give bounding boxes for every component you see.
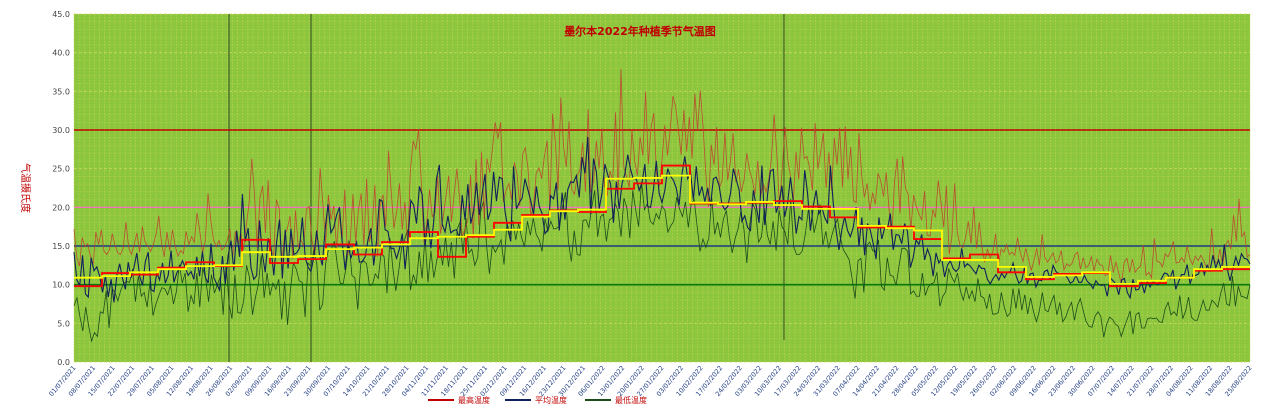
y-tick-label: 15.0 — [52, 242, 70, 251]
y-tick-label: 40.0 — [52, 49, 70, 58]
series-line-max — [73, 68, 1251, 284]
y-tick-label: 10.0 — [52, 281, 70, 290]
step-series-1 — [74, 174, 1250, 285]
y-tick-label: 45.0 — [52, 10, 70, 19]
y-tick-labels: 0.0 5.0 10.0 15.0 20.0 25.0 30.0 35.0 40.0 45.0 — [52, 10, 70, 367]
legend-label: 最低温度 — [615, 395, 647, 405]
y-tick-label: 35.0 — [52, 87, 70, 96]
y-tick-label: 5.0 — [57, 319, 70, 328]
y-axis-label: 气温摄氏度 — [19, 163, 32, 213]
series-group — [73, 68, 1251, 343]
y-tick-label: 0.0 — [57, 358, 70, 367]
chart-title: 墨尔本2022年种植季节气温图 — [564, 24, 716, 38]
legend-label: 最高温度 — [458, 395, 490, 405]
y-tick-label: 25.0 — [52, 165, 70, 174]
legend-label: 平均温度 — [535, 395, 567, 405]
legend: 最高温度 平均温度 最低温度 — [428, 395, 647, 405]
series-line-min — [73, 181, 1251, 343]
y-tick-label: 30.0 — [52, 126, 70, 135]
y-tick-label: 20.0 — [52, 203, 70, 212]
